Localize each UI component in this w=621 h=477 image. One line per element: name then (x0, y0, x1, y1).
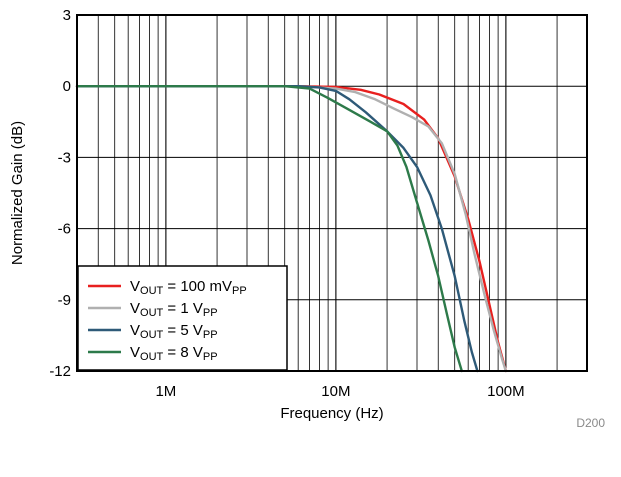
y-axis-label: Normalized Gain (dB) (9, 121, 26, 265)
x-axis-label: Frequency (Hz) (280, 405, 383, 422)
y-tick-label: 3 (63, 7, 71, 24)
y-tick-label: -9 (58, 292, 71, 309)
y-tick-label: 0 (63, 78, 71, 95)
x-tick-label: 100M (487, 383, 525, 400)
minor-grid (97, 15, 558, 371)
legend-label: VOUT = 5 VPP (130, 322, 218, 341)
x-tick-labels: 1M 10M 100M (155, 383, 524, 400)
legend: VOUT = 100 mVPP VOUT = 1 VPP VOUT = 5 VPP V… (77, 265, 288, 371)
series-layer (75, 84, 508, 373)
series-line (75, 84, 463, 373)
y-tick-label: -12 (49, 363, 71, 380)
plot-frame (76, 14, 588, 372)
x-tick-label: 10M (321, 383, 350, 400)
legend-label: VOUT = 8 VPP (130, 344, 218, 363)
y-tick-label: -3 (58, 149, 71, 166)
y-tick-label: -6 (58, 221, 71, 238)
legend-label: VOUT = 1 VPP (130, 300, 218, 319)
x-tick-label: 1M (155, 383, 176, 400)
y-tick-labels: 3 0 -3 -6 -9 -12 (49, 7, 71, 380)
legend-label: VOUT = 100 mVPP (130, 278, 247, 297)
figure-id-note: D200 (576, 416, 605, 430)
